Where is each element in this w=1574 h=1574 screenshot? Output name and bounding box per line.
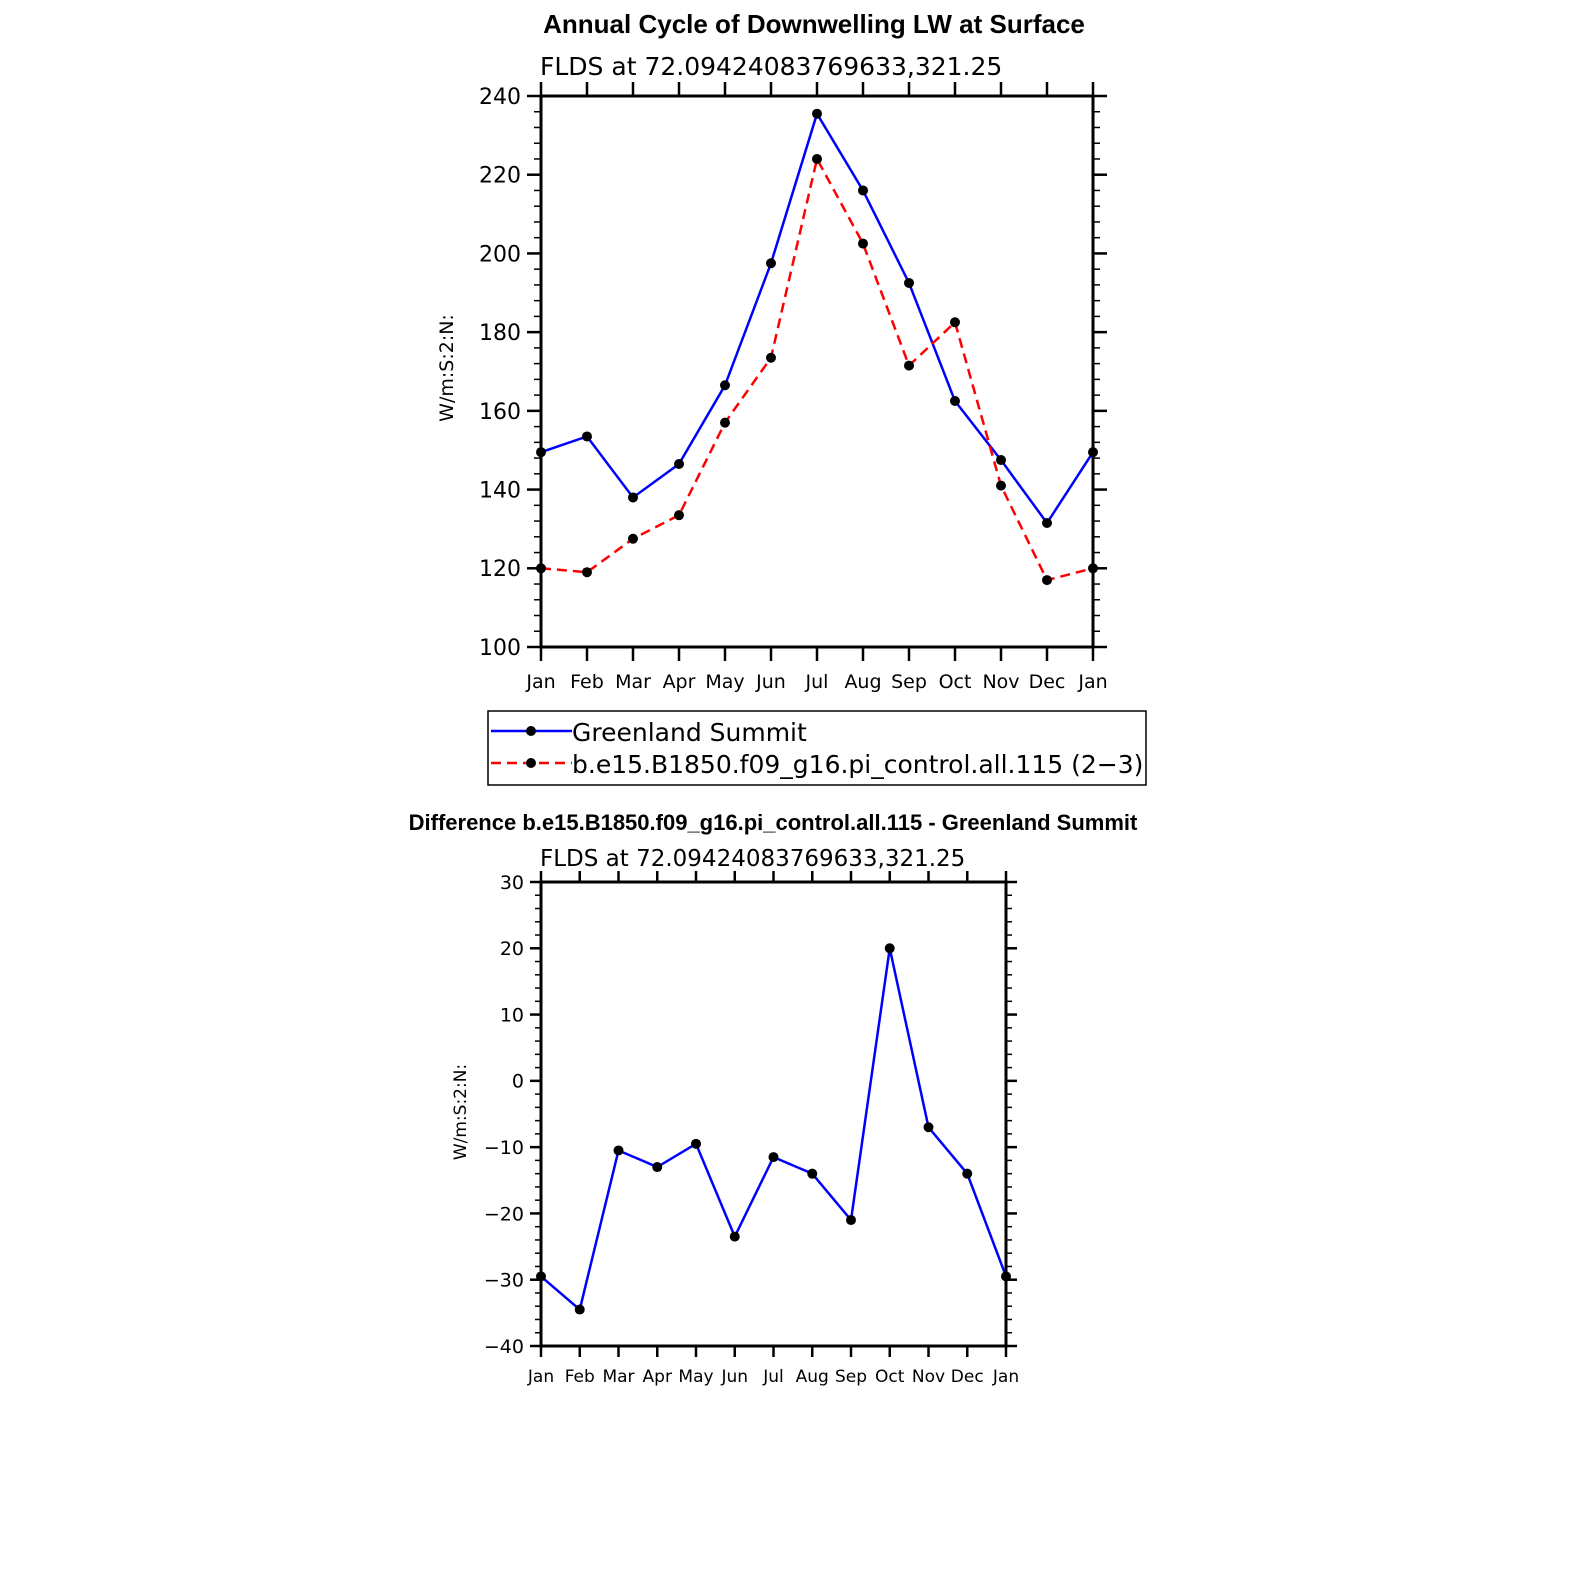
chart2-y-tick-label: −30 xyxy=(484,1270,524,1292)
chart1-y-tick-label: 240 xyxy=(479,85,521,110)
chart1-x-tick-label: Nov xyxy=(982,671,1019,693)
chart2-series-line-0 xyxy=(540,948,1008,1312)
chart1-series-0-point xyxy=(904,277,914,288)
chart1-series-line-0 xyxy=(540,110,1095,526)
chart1-x-tick-label: Dec xyxy=(1029,671,1066,693)
chart2-y-tick-label: 10 xyxy=(500,1004,524,1026)
chart2-x-tick-label: Feb xyxy=(565,1367,595,1387)
chart1-x-tick-label: Oct xyxy=(939,671,972,693)
chart1-y-axis-label: W/m:S:2:N: xyxy=(436,314,458,422)
chart1-y-tick-label: 140 xyxy=(479,478,521,503)
chart2-series-0-point xyxy=(884,943,895,954)
chart1-series-1-point xyxy=(812,153,822,164)
chart1-x-tick-label: Jan xyxy=(525,671,555,693)
chart1-x-tick-label: Aug xyxy=(844,671,881,693)
chart1-y-tick-label: 200 xyxy=(479,242,521,267)
chart2-series-0-point xyxy=(729,1231,740,1242)
chart1-series-line-1 xyxy=(540,155,1094,582)
chart1-series-0-point xyxy=(720,380,730,391)
chart2-y-tick-label: 30 xyxy=(500,872,524,894)
chart1-series-0-point xyxy=(812,108,822,119)
chart2-title: Difference b.e15.B1850.f09_g16.pi_contro… xyxy=(409,810,1138,835)
chart2-series-0-point xyxy=(574,1304,585,1315)
chart1-series-1-point xyxy=(1042,575,1052,586)
legend-label-model: b.e15.B1850.f09_g16.pi_control.all.115 (… xyxy=(572,750,1143,779)
chart2-series-0-point xyxy=(691,1138,701,1149)
chart-annual-cycle: Annual Cycle of Downwelling LW at Surfac… xyxy=(436,9,1108,693)
chart1-series-0-point xyxy=(858,185,868,196)
chart1-series-1-point xyxy=(996,480,1006,491)
legend-item-model: b.e15.B1850.f09_g16.pi_control.all.115 (… xyxy=(491,750,1143,779)
chart2-x-tick-label: Jul xyxy=(762,1367,784,1387)
chart1-x-tick-label: Feb xyxy=(570,671,604,693)
legend-item-greenland-summit: Greenland Summit xyxy=(491,718,807,747)
chart1-series-1-point xyxy=(720,417,730,428)
chart1-title: Annual Cycle of Downwelling LW at Surfac… xyxy=(543,9,1085,39)
chart2-x-tick-label: Aug xyxy=(796,1367,829,1387)
chart1-series-0-point xyxy=(766,258,776,269)
chart1-y-tick-label: 160 xyxy=(479,400,521,425)
chart1-plot-frame xyxy=(539,94,1095,649)
chart1-y-tick-label: 100 xyxy=(479,636,521,661)
chart2-series-0-point xyxy=(613,1145,624,1156)
chart2-y-tick-label: 20 xyxy=(500,938,524,960)
chart1-y-tick-label: 180 xyxy=(479,321,521,346)
chart2-x-tick-label: Jan xyxy=(992,1367,1019,1387)
chart1-y-tick-label: 220 xyxy=(479,164,521,189)
chart1-x-tick-label: May xyxy=(705,671,744,693)
chart1-series-1-point xyxy=(628,533,638,544)
legend-box xyxy=(487,710,1147,786)
chart1-series-1-point xyxy=(904,360,914,371)
chart1-x-tick-label: Mar xyxy=(615,671,651,693)
chart2-series-0-point xyxy=(846,1215,856,1226)
chart2-series-0-point xyxy=(962,1168,973,1179)
chart1-x-tick-label: Apr xyxy=(663,671,696,693)
chart1-series-0-point xyxy=(950,396,960,407)
chart1-x-tick-label: Jul xyxy=(805,671,829,693)
chart1-series-1-point xyxy=(858,238,868,249)
chart1-series-0-point xyxy=(582,431,592,442)
chart1-series-0-point xyxy=(996,455,1006,466)
chart2-series-0-point xyxy=(652,1162,663,1173)
chart1-series-0-point xyxy=(628,492,638,503)
chart2-y-axis-label: W/m:S:2:N: xyxy=(451,1064,471,1160)
chart1-series-0-point xyxy=(1042,518,1052,529)
legend-marker-greenland-summit xyxy=(526,726,536,736)
chart-difference: Difference b.e15.B1850.f09_g16.pi_contro… xyxy=(409,810,1138,1387)
legend-label-greenland-summit: Greenland Summit xyxy=(572,718,807,747)
chart2-subtitle: FLDS at 72.09424083769633,321.25 xyxy=(540,846,965,872)
chart2-plot-frame xyxy=(539,880,1008,1348)
chart2-y-tick-label: −10 xyxy=(484,1137,524,1159)
chart2-x-tick-label: Jun xyxy=(720,1367,748,1387)
chart1-series-1-point xyxy=(766,352,776,363)
chart2-series-0-point xyxy=(807,1168,818,1179)
chart1-x-tick-label: Jan xyxy=(1077,671,1107,693)
chart1-series-1-point xyxy=(950,317,960,328)
chart1-x-tick-label: Jun xyxy=(755,671,786,693)
chart1-series-1-point xyxy=(674,510,684,521)
chart1-y-tick-label: 120 xyxy=(479,557,521,582)
chart1-x-tick-label: Sep xyxy=(891,671,927,693)
chart1-legend: Greenland Summit b.e15.B1850.f09_g16.pi_… xyxy=(487,710,1147,786)
chart2-y-tick-label: 0 xyxy=(512,1071,524,1093)
chart2-x-tick-label: Apr xyxy=(643,1367,672,1387)
chart2-series-0-point xyxy=(923,1122,934,1133)
chart1-subtitle: FLDS at 72.09424083769633,321.25 xyxy=(540,52,1002,81)
chart2-x-tick-label: Mar xyxy=(602,1367,634,1387)
chart2-y-tick-label: −20 xyxy=(484,1203,524,1225)
chart1-series-1-point xyxy=(582,567,592,578)
chart1-series-0-point xyxy=(674,458,684,469)
legend-marker-model xyxy=(526,758,536,768)
chart2-x-tick-label: Jan xyxy=(527,1367,554,1387)
chart2-x-tick-label: Dec xyxy=(951,1367,984,1387)
chart2-x-tick-label: Sep xyxy=(835,1367,867,1387)
chart2-x-tick-label: Nov xyxy=(912,1367,945,1387)
chart2-x-tick-label: Oct xyxy=(875,1367,905,1387)
chart2-y-tick-label: −40 xyxy=(484,1336,524,1358)
chart2-series-0-point xyxy=(768,1152,779,1163)
chart2-x-tick-label: May xyxy=(678,1367,713,1387)
